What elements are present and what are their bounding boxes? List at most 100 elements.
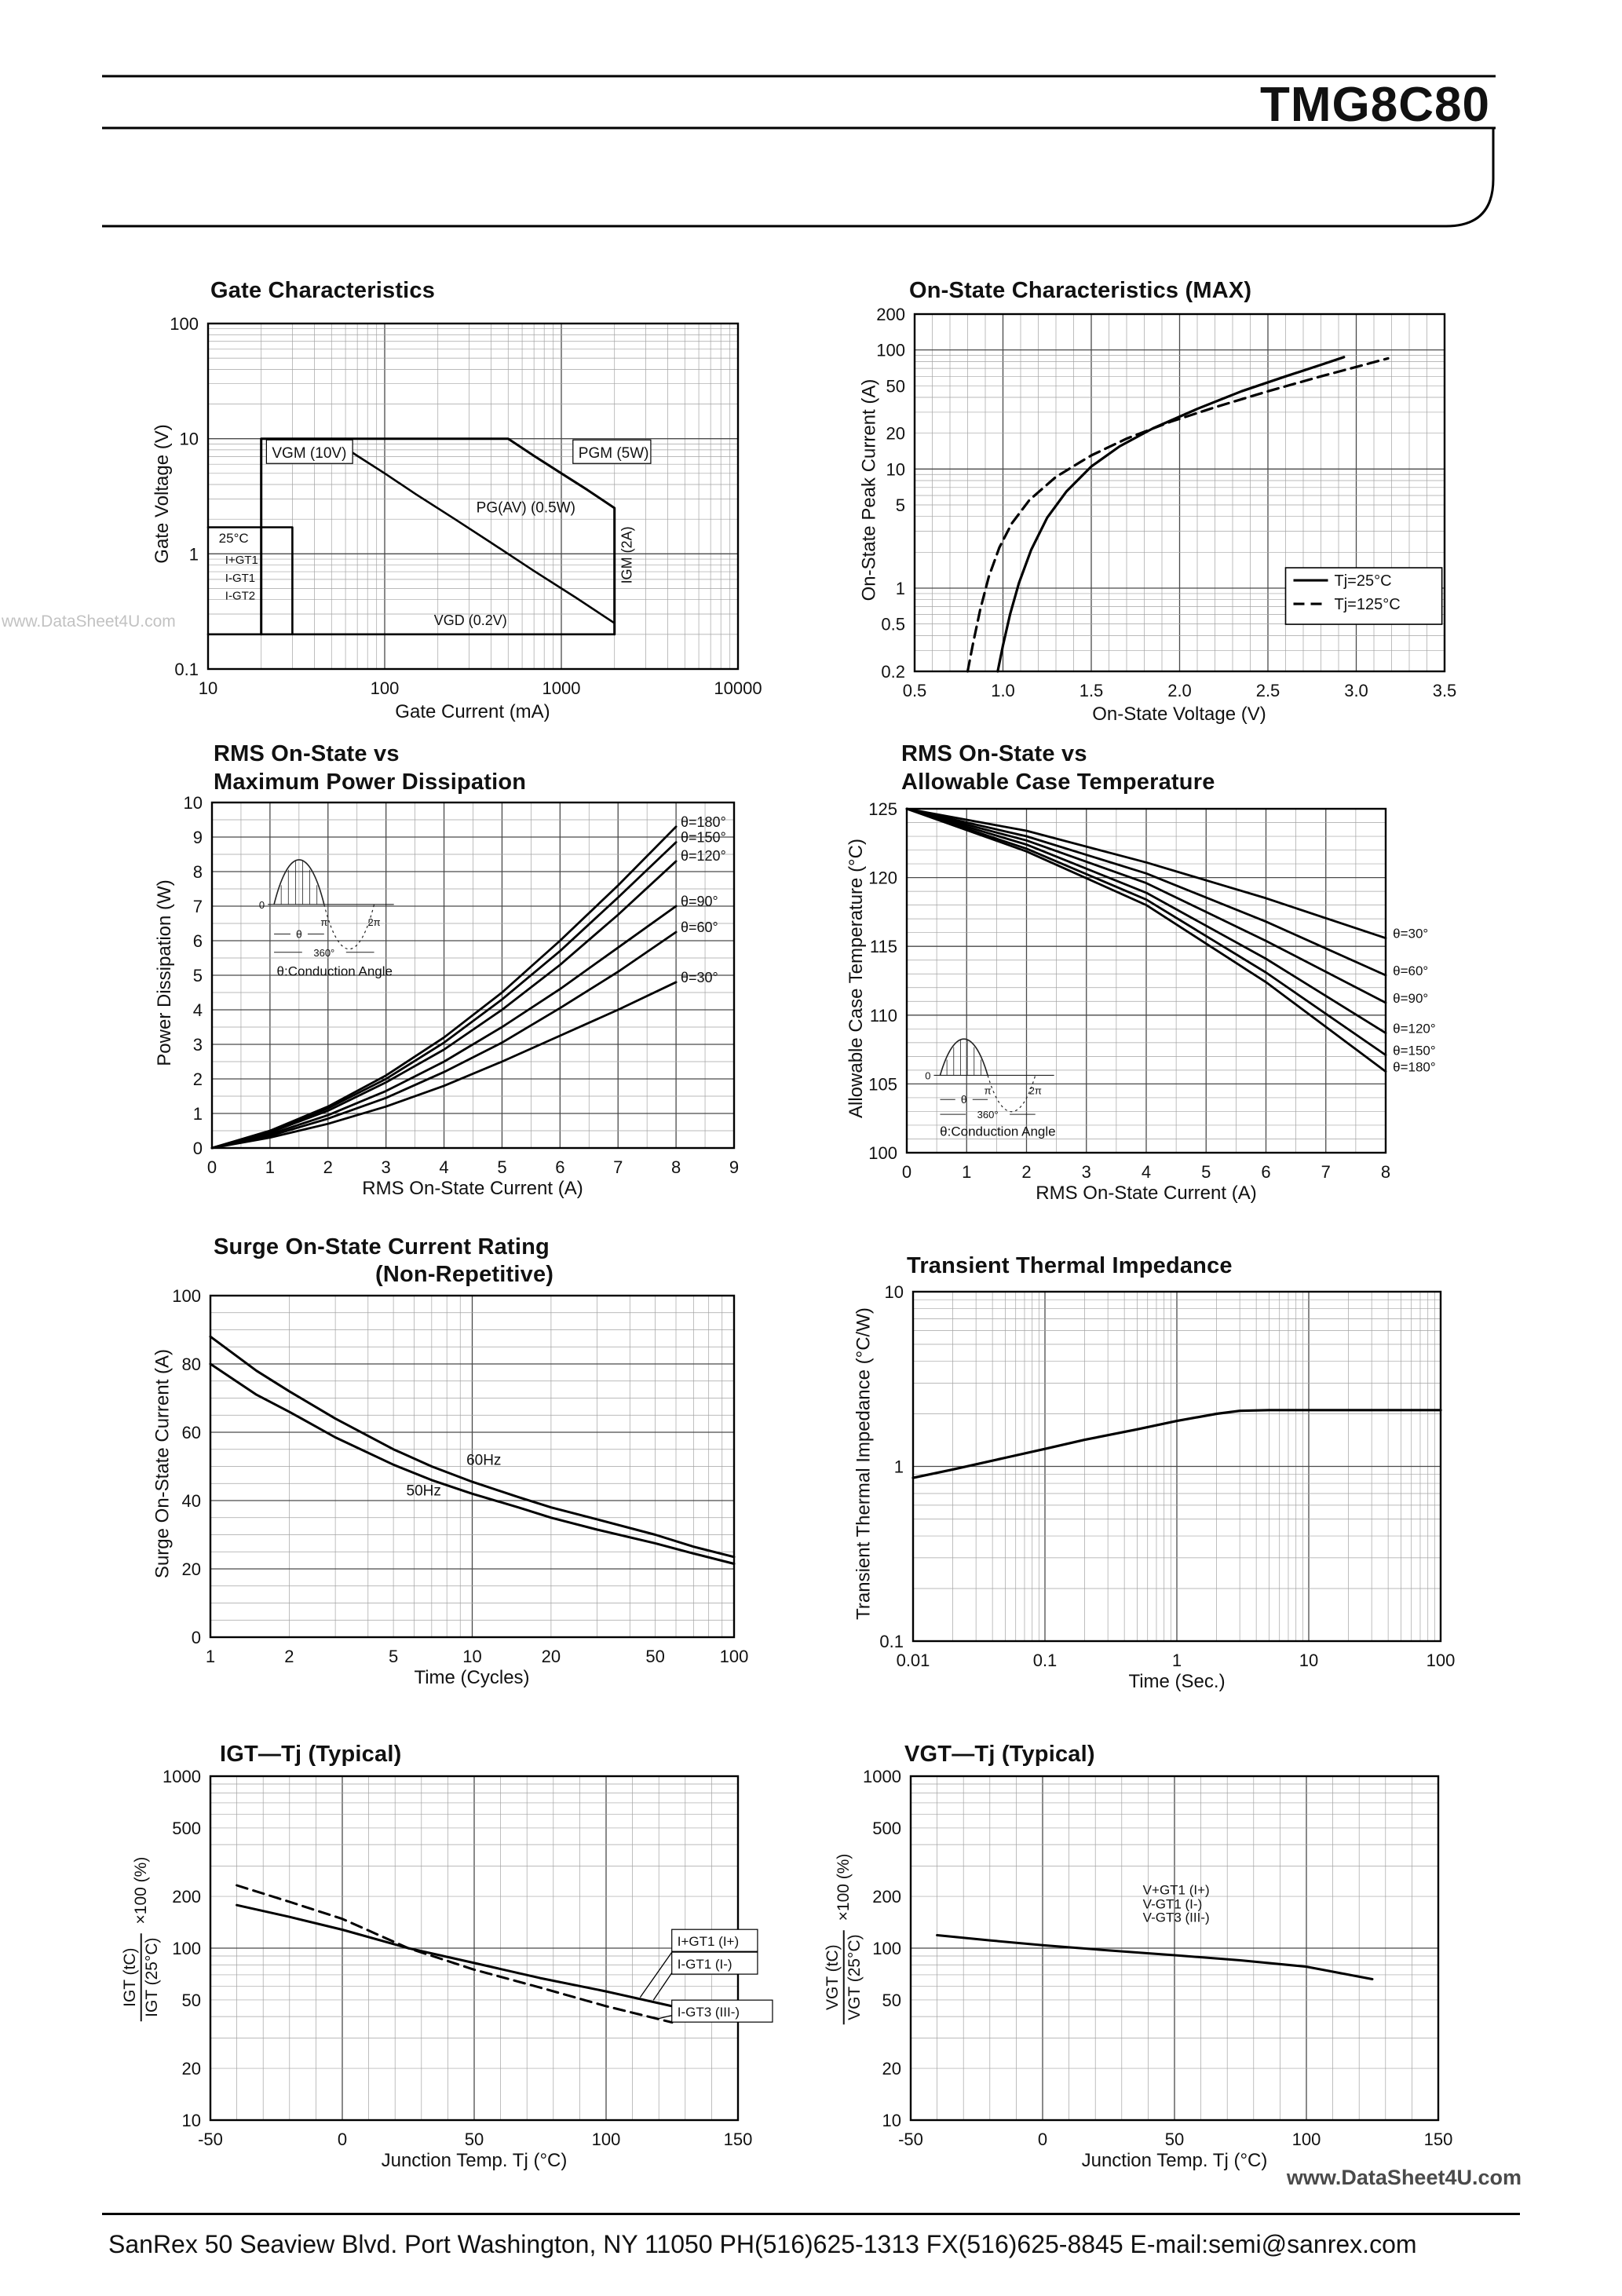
svg-text:1000: 1000 — [542, 678, 581, 698]
svg-text:2.0: 2.0 — [1167, 681, 1192, 700]
svg-text:20: 20 — [882, 2059, 901, 2078]
svg-text:7: 7 — [613, 1157, 623, 1177]
svg-text:5: 5 — [1201, 1162, 1211, 1182]
chart-title-line2: Maximum Power Dissipation — [214, 770, 527, 795]
watermark-bottom: www.DataSheet4U.com — [1286, 2166, 1522, 2189]
svg-text:50: 50 — [465, 2130, 484, 2149]
svg-text:0.5: 0.5 — [903, 681, 927, 700]
x-axis-label: RMS On-State Current (A) — [362, 1178, 583, 1199]
svg-text:I-GT1: I-GT1 — [225, 572, 255, 585]
svg-text:θ=180°: θ=180° — [1393, 1060, 1436, 1075]
svg-text:2: 2 — [193, 1069, 203, 1089]
svg-text:200: 200 — [172, 1887, 201, 1907]
svg-text:-50: -50 — [898, 2130, 923, 2149]
svg-text:110: 110 — [870, 1006, 897, 1026]
svg-text:1: 1 — [206, 1647, 215, 1666]
svg-text:0: 0 — [259, 899, 265, 911]
svg-text:360°: 360° — [977, 1109, 999, 1121]
chart-title: Gate Characteristics — [210, 278, 436, 303]
footer-address: SanRex 50 Seaview Blvd. Port Washington,… — [108, 2230, 1417, 2258]
svg-text:3: 3 — [1082, 1162, 1091, 1182]
x-axis-label: Time (Cycles) — [414, 1667, 530, 1688]
svg-text:100: 100 — [172, 1286, 201, 1306]
svg-text:9: 9 — [729, 1157, 739, 1177]
chart-title-line2: (Non-Repetitive) — [375, 1262, 554, 1287]
svg-text:10: 10 — [882, 2111, 901, 2130]
plot-gate-characteristics: 10 100 1000 10000 0.1 1 10 100 VGM (10V) PGM (5W)… — [170, 314, 762, 698]
plot-vgt-vs-tj: -50 0 50 100 150 10 20 50 100 200 500 1000 V+GT1 (I+… — [863, 1767, 1452, 2149]
svg-text:θ=30°: θ=30° — [681, 970, 718, 985]
svg-text:125: 125 — [868, 799, 897, 819]
svg-text:2π: 2π — [1029, 1085, 1042, 1097]
chart-title-line1: Surge On-State Current Rating — [214, 1234, 550, 1260]
svg-text:I+GT1: I+GT1 — [225, 554, 258, 567]
plot-power-dissipation: 0 1 2 3 4 5 6 7 8 9 0 1 2 3 4 5 6 7 8 9 10 θ=180°θ=150° θ=120°… — [184, 793, 740, 1177]
chart-title-line1: RMS On-State vs — [214, 741, 400, 766]
svg-text:60Hz: 60Hz — [466, 1452, 501, 1468]
svg-text:100: 100 — [876, 341, 905, 360]
svg-text:θ=150°: θ=150° — [1393, 1044, 1436, 1058]
svg-text:2π: 2π — [367, 916, 380, 928]
svg-text:20: 20 — [886, 424, 905, 444]
svg-text:100: 100 — [1427, 1651, 1456, 1670]
svg-text:I-GT1 (I-): I-GT1 (I-) — [678, 1957, 732, 1972]
chart-title-line1: RMS On-State vs — [901, 741, 1087, 766]
x-axis-label: On-State Voltage (V) — [1092, 704, 1266, 725]
x-axis-label: Junction Temp. Tj (°C) — [381, 2150, 568, 2171]
svg-text:VGD (0.2V): VGD (0.2V) — [434, 612, 507, 628]
svg-text:20: 20 — [182, 2059, 201, 2078]
svg-text:100: 100 — [371, 678, 400, 698]
svg-text:1: 1 — [265, 1157, 275, 1177]
svg-text:θ:Conduction Angle: θ:Conduction Angle — [940, 1124, 1055, 1139]
svg-text:0: 0 — [902, 1162, 911, 1182]
svg-text:100: 100 — [170, 314, 199, 334]
svg-text:2: 2 — [284, 1647, 294, 1666]
svg-text:9: 9 — [193, 828, 203, 847]
chart-title-line2: Allowable Case Temperature — [901, 770, 1215, 795]
svg-text:3: 3 — [382, 1157, 391, 1177]
svg-text:10: 10 — [462, 1647, 481, 1666]
svg-text:10000: 10000 — [714, 678, 762, 698]
svg-text:60: 60 — [182, 1423, 201, 1442]
svg-text:50: 50 — [882, 1991, 901, 2010]
chart-title: On-State Characteristics (MAX) — [909, 278, 1252, 303]
svg-text:θ: θ — [296, 928, 302, 941]
svg-text:1.0: 1.0 — [991, 681, 1015, 700]
svg-text:0: 0 — [338, 2130, 347, 2149]
svg-text:θ=60°: θ=60° — [681, 919, 718, 935]
svg-text:1: 1 — [189, 544, 199, 564]
svg-text:115: 115 — [870, 937, 897, 956]
svg-text:5: 5 — [497, 1157, 506, 1177]
svg-text:1: 1 — [896, 579, 905, 598]
svg-text:V-GT3 (III-): V-GT3 (III-) — [1143, 1910, 1210, 1925]
svg-text:3: 3 — [193, 1035, 203, 1055]
svg-text:π: π — [985, 1085, 992, 1097]
svg-text:150: 150 — [724, 2130, 753, 2149]
svg-text:θ=180°: θ=180° — [681, 814, 726, 830]
svg-text:1: 1 — [894, 1457, 904, 1477]
part-number: TMG8C80 — [1260, 78, 1490, 132]
svg-text:1000: 1000 — [863, 1767, 901, 1786]
watermark-left: www.DataSheet4U.com — [2, 612, 176, 631]
x-axis-label: Junction Temp. Tj (°C) — [1081, 2150, 1268, 2171]
svg-text:I-GT2: I-GT2 — [225, 590, 255, 603]
svg-text:50: 50 — [1165, 2130, 1184, 2149]
svg-text:100: 100 — [172, 1939, 201, 1958]
svg-text:100: 100 — [872, 1939, 901, 1958]
svg-text:V+GT1 (I+): V+GT1 (I+) — [1143, 1883, 1210, 1898]
header-rules — [102, 75, 1496, 228]
svg-text:I-GT3 (III-): I-GT3 (III-) — [678, 2005, 740, 2020]
svg-text:10: 10 — [885, 1282, 904, 1302]
plot-surge-current: 1 2 5 10 20 50 100 0 20 40 60 80 100 60Hz 50Hz — [172, 1286, 749, 1666]
svg-text:10: 10 — [182, 2111, 201, 2130]
footer-rule — [102, 2213, 1520, 2215]
svg-text:500: 500 — [872, 1819, 901, 1838]
svg-text:θ=150°: θ=150° — [681, 830, 726, 846]
plot-igt-vs-tj: -50 0 50 100 150 10 20 50 100 200 500 1000 I+GT1 (I+… — [163, 1767, 773, 2149]
svg-text:0.01: 0.01 — [897, 1651, 930, 1670]
svg-text:θ=60°: θ=60° — [1393, 963, 1428, 978]
x-axis-label: Time (Sec.) — [1128, 1671, 1226, 1692]
svg-text:80: 80 — [182, 1355, 201, 1374]
svg-text:100: 100 — [720, 1647, 749, 1666]
